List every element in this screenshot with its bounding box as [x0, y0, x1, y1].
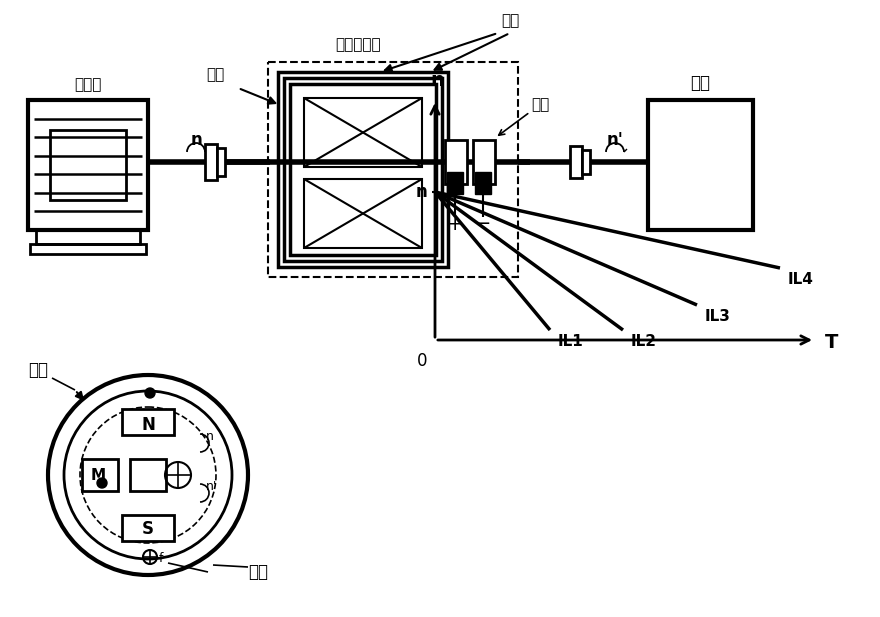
Text: IL4: IL4 [788, 272, 814, 287]
Circle shape [97, 478, 107, 488]
Text: n: n [415, 183, 427, 201]
Bar [268, 62, 518, 277]
Bar [284, 78, 442, 261]
Text: n': n' [606, 131, 623, 149]
Bar [36, 230, 140, 244]
Text: T: T [825, 333, 839, 352]
Text: −: − [475, 215, 491, 233]
Bar [447, 172, 463, 194]
Text: +: + [447, 215, 463, 233]
Bar [290, 84, 436, 255]
Text: S: S [142, 520, 154, 538]
Text: IL1: IL1 [558, 334, 583, 349]
Text: IL2: IL2 [631, 334, 657, 349]
Bar [205, 144, 217, 180]
Bar [122, 515, 174, 541]
Text: f: f [159, 552, 164, 565]
Bar [570, 146, 582, 178]
Text: 磁极: 磁极 [501, 13, 519, 28]
Bar [278, 72, 448, 267]
Text: n': n' [206, 481, 217, 494]
Bar [475, 172, 491, 194]
Text: 滑环: 滑环 [531, 97, 549, 112]
Bar [50, 130, 126, 200]
Bar [82, 459, 118, 491]
Text: 0: 0 [416, 352, 427, 370]
Bar [217, 148, 225, 176]
Text: 磁极: 磁极 [248, 563, 268, 581]
Circle shape [145, 388, 155, 398]
Text: 电磁离合器: 电磁离合器 [335, 37, 381, 52]
Bar [582, 150, 590, 174]
Bar [122, 409, 174, 435]
Bar [130, 459, 166, 491]
Bar [30, 244, 146, 254]
Bar [304, 179, 422, 248]
Text: M: M [91, 468, 106, 482]
Text: 负载: 负载 [690, 74, 710, 92]
Text: n: n [430, 71, 444, 90]
Text: 电枢: 电枢 [28, 361, 48, 379]
Text: 电枢: 电枢 [206, 67, 224, 82]
Text: n: n [206, 431, 214, 444]
Text: IL3: IL3 [705, 309, 731, 324]
Text: n: n [190, 131, 202, 149]
Bar [304, 98, 422, 167]
Text: N: N [141, 416, 155, 434]
Bar [473, 140, 495, 184]
Bar [445, 140, 467, 184]
Text: 电动机: 电动机 [74, 77, 102, 92]
Bar [28, 100, 148, 230]
Bar [648, 100, 753, 230]
